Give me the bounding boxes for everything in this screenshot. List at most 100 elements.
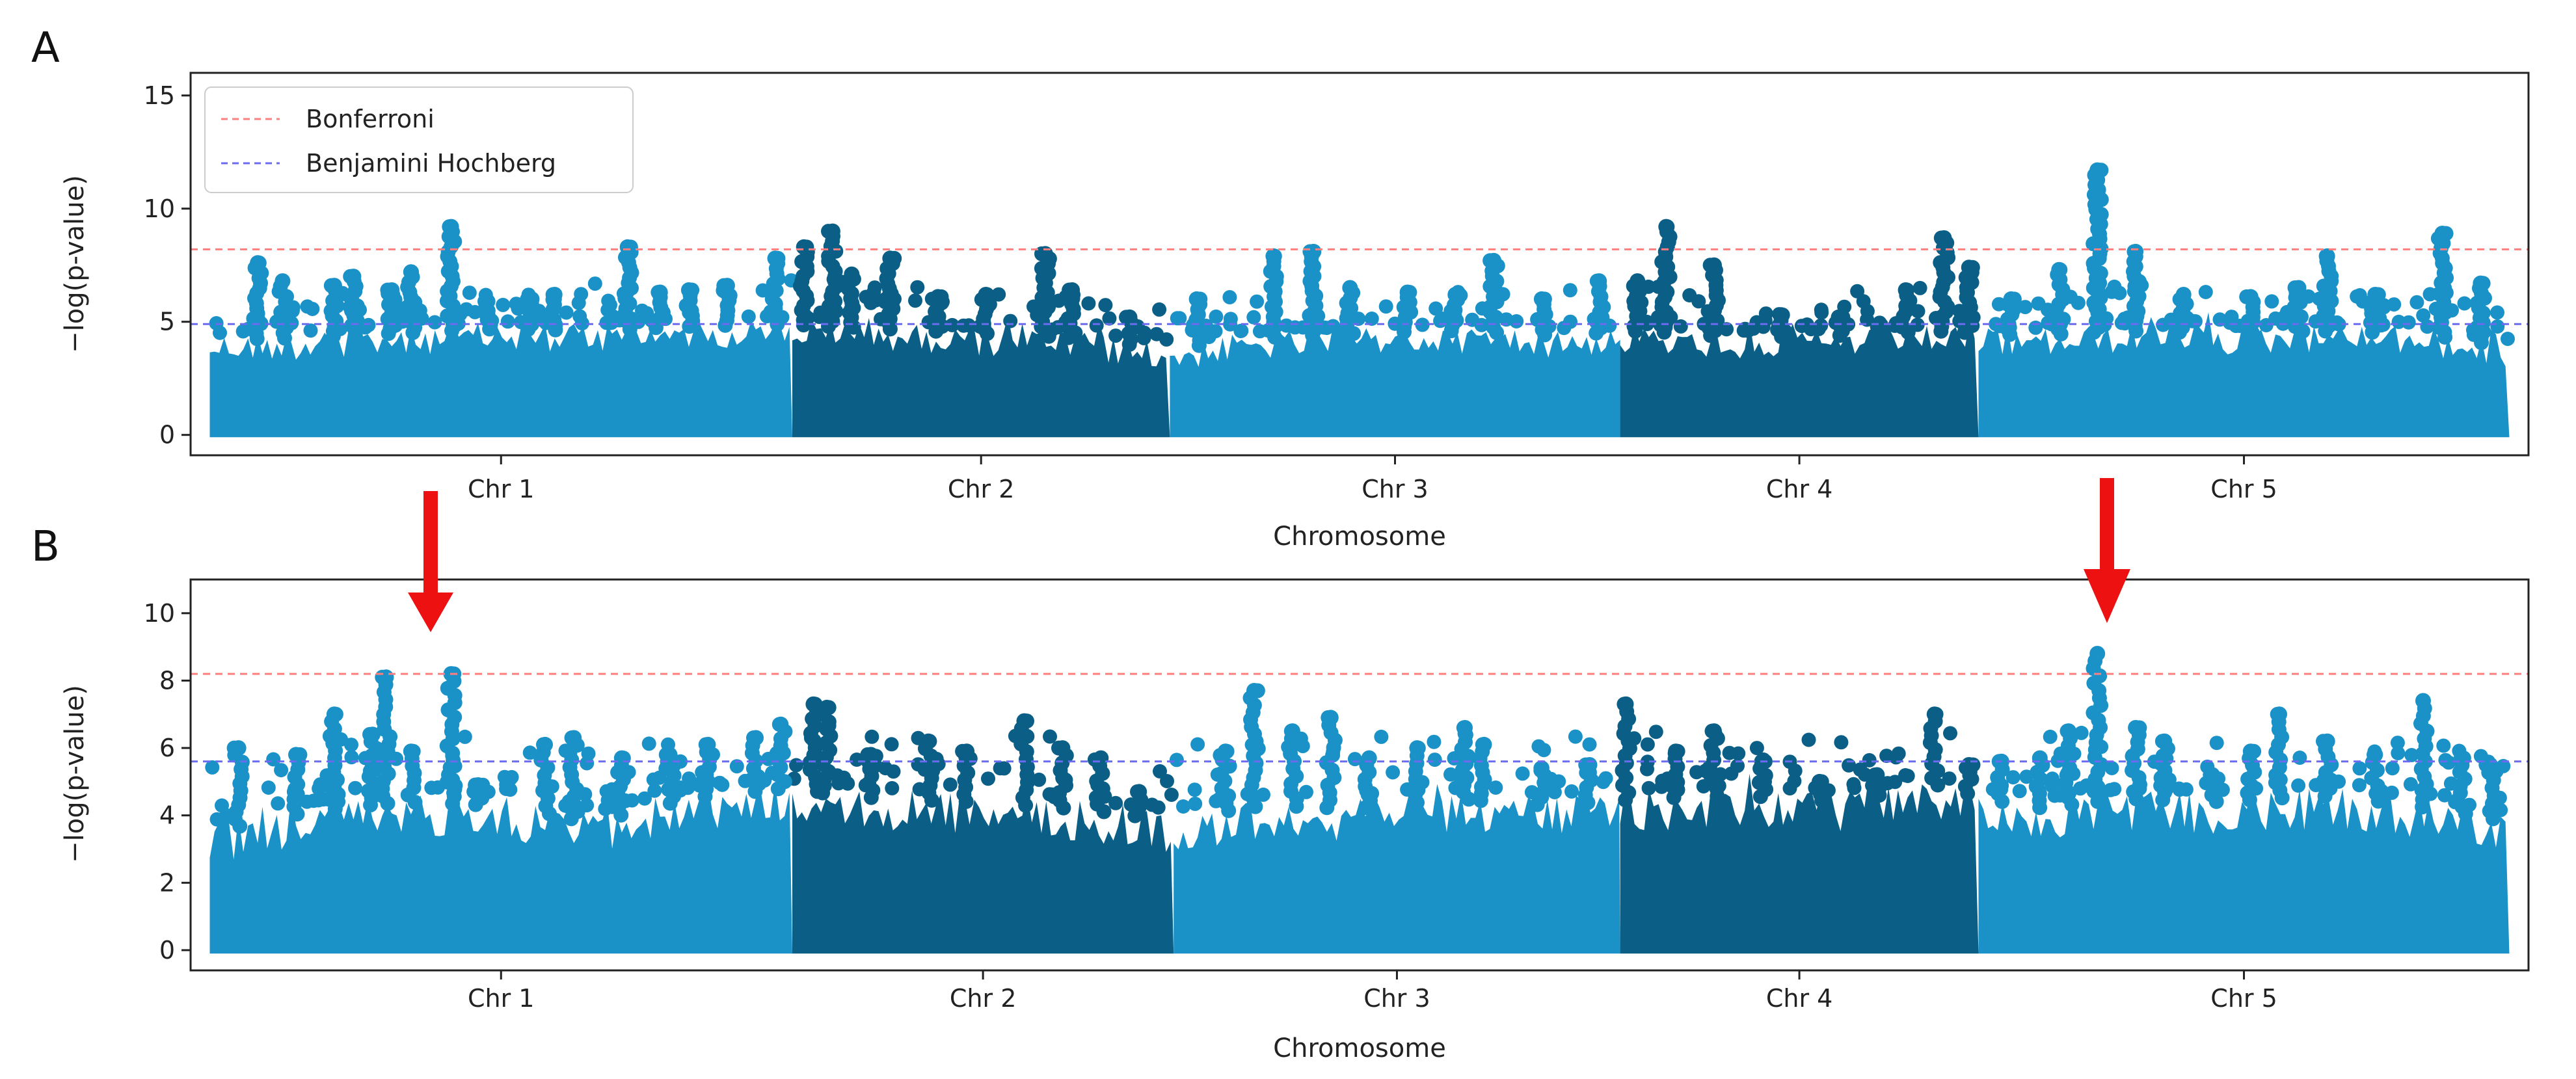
snp-point [2352, 761, 2367, 776]
snp-point [522, 745, 537, 760]
snp-point [1736, 323, 1751, 338]
peak-19 [879, 250, 902, 337]
snp-point [2074, 725, 2089, 740]
snp-point [205, 760, 220, 775]
peak-top [470, 777, 486, 793]
peak-14 [744, 730, 767, 799]
snp-point [884, 737, 899, 752]
snp-point [1098, 298, 1113, 313]
snp-point [1911, 304, 1925, 319]
snp-point [599, 315, 614, 330]
peak-top [403, 743, 419, 760]
snp-point [496, 297, 511, 312]
snp-point [1488, 780, 1503, 795]
peak-44 [2028, 750, 2050, 816]
peak-top [2319, 248, 2335, 264]
x-tick-label-chr5: Chr 5 [2210, 984, 2277, 1013]
snp-point [1719, 322, 1734, 337]
peak-top [2242, 289, 2259, 305]
peak-top [1581, 757, 1598, 773]
snp-point [1160, 774, 1174, 788]
peak-top [844, 266, 860, 282]
peak-top [230, 740, 247, 756]
peak-49 [2316, 248, 2339, 339]
peak-5 [380, 282, 403, 341]
snp-point [1509, 314, 1524, 328]
legend-box [204, 87, 634, 193]
snp-point [1749, 741, 1764, 756]
peak-top [250, 255, 266, 271]
snp-point [2171, 781, 2186, 796]
snp-point [2490, 319, 2505, 334]
peak-top [930, 289, 946, 305]
peak-32 [1472, 736, 1492, 808]
snp-point [1842, 758, 1857, 773]
snp-point [1912, 280, 1927, 295]
peak-top [1342, 280, 1358, 296]
peak-top [1265, 248, 1281, 264]
snp-point [213, 325, 227, 340]
snp-point [2385, 761, 2400, 776]
snp-point [497, 769, 512, 784]
y-tick-label: 6 [159, 734, 175, 762]
peak-17 [821, 223, 844, 334]
peak-top [2089, 646, 2106, 661]
snp-point [2404, 748, 2419, 762]
peak-26 [1242, 683, 1266, 814]
snp-point [1222, 290, 1237, 304]
snp-point [1295, 739, 1310, 754]
panel-b-xlabel: Chromosome [1273, 1033, 1446, 1063]
panel-a-frame [189, 72, 2530, 457]
snp-point [2198, 285, 2213, 299]
snp-point [1190, 737, 1205, 752]
peak-1 [226, 740, 250, 834]
peak-20 [955, 743, 978, 809]
snp-point [712, 775, 727, 790]
peak-top [1936, 230, 1952, 246]
x-tick-label-chr2: Chr 2 [950, 984, 1017, 1013]
peak-15 [764, 250, 786, 332]
peak-40 [1932, 230, 1956, 339]
panel-a-data [209, 162, 2515, 438]
snp-point [1640, 762, 1654, 777]
snp-point [682, 771, 697, 786]
peak-31 [1483, 252, 1505, 340]
snp-point [1641, 780, 1656, 795]
y-tick-label: 15 [144, 81, 175, 110]
chromosome-band-3 [1174, 784, 1620, 954]
peak-top [403, 264, 419, 280]
chromosome-band-1 [209, 320, 792, 438]
snp-point [1689, 765, 1704, 780]
peak-top [1447, 287, 1464, 302]
snp-point [1153, 764, 1167, 779]
snp-point [1209, 309, 1224, 324]
snp-point [271, 796, 286, 811]
snp-point [1804, 322, 1818, 337]
peak-top [1773, 307, 1790, 323]
peak-top [748, 730, 764, 746]
peak-top [1591, 273, 1607, 289]
peak-41 [1957, 260, 1981, 340]
snp-point [943, 777, 958, 792]
peak-37 [1771, 307, 1793, 345]
snp-point [361, 317, 376, 332]
snp-point [348, 780, 363, 795]
peak-1 [246, 255, 269, 347]
snp-point [1682, 288, 1697, 302]
snp-point [1089, 318, 1104, 333]
peak-top [978, 287, 994, 302]
snp-point [910, 280, 925, 295]
snp-point [574, 316, 589, 331]
peak-49 [2202, 767, 2224, 809]
peak-51 [2430, 226, 2454, 345]
peak-top [863, 747, 879, 763]
snp-point [1176, 799, 1190, 814]
snp-point [1102, 311, 1117, 326]
peak-top [2156, 733, 2173, 749]
peak-3 [322, 706, 346, 817]
peak-34 [1577, 757, 1599, 810]
peak-top [773, 716, 789, 732]
peak-top [1217, 743, 1233, 760]
peak-35 [1615, 696, 1637, 808]
peak-top [819, 699, 835, 715]
